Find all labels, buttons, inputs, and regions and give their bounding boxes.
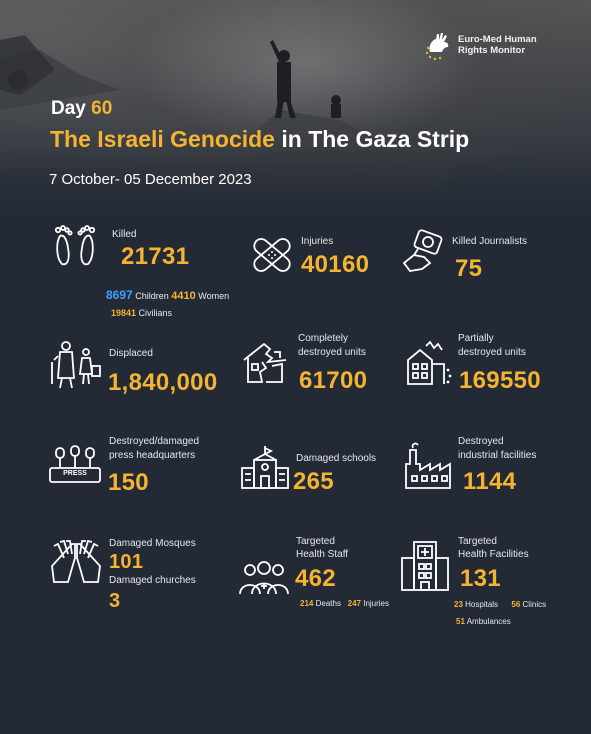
children-label: Children (135, 291, 169, 301)
health-staff-value: 462 (295, 565, 336, 592)
killed-breakdown-1: 8697 Children 4410 Women (106, 288, 229, 302)
day-label: Day (51, 98, 86, 119)
destroyed-units-label-1: Completely (298, 333, 349, 344)
hand-logo-icon (425, 33, 449, 60)
mosques-label: Damaged Mosques (109, 538, 196, 549)
killed-breakdown-2: 19841 Civilians (111, 308, 172, 318)
page-title: The Israeli Genocide in The Gaza Strip (50, 126, 469, 153)
industrial-label-1: Destroyed (458, 436, 504, 447)
mosques-value: 101 (109, 551, 144, 573)
staff-injuries-value: 247 (347, 599, 361, 608)
ambulances-label: Ambulances (466, 617, 511, 626)
clinics-label: Clinics (522, 600, 547, 609)
injuries-value: 40160 (301, 251, 370, 278)
destroyed-units-label-2: destroyed units (298, 347, 366, 358)
press-label-1: Destroyed/damaged (109, 436, 200, 447)
hospitals-label: Hospitals (465, 600, 499, 609)
health-facilities-breakdown-2: 51 Ambulances (456, 617, 511, 626)
women-value: 4410 (171, 290, 196, 302)
civilians-value: 19841 (111, 308, 137, 318)
camera-hand-icon (400, 227, 450, 275)
destroyed-house-icon (240, 338, 290, 388)
health-staff-label-2: Health Staff (296, 549, 349, 560)
ambulances-value: 51 (456, 617, 465, 626)
health-staff-label-1: Targeted (296, 536, 335, 547)
partial-units-label-2: destroyed units (458, 347, 526, 358)
hero-background (0, 0, 591, 260)
industrial-label-2: industrial facilities (458, 450, 537, 461)
damaged-building-icon (404, 340, 456, 390)
killed-value: 21731 (121, 243, 190, 270)
clinics-value: 56 (511, 600, 521, 609)
press-value: 150 (108, 469, 149, 496)
partial-units-value: 169550 (459, 367, 541, 394)
health-facilities-label-2: Health Facilities (458, 549, 529, 560)
women-label: Women (198, 291, 230, 301)
staff-deaths-label: Deaths (315, 599, 341, 608)
churches-value: 3 (109, 590, 121, 612)
day-counter: Day 60 (51, 98, 112, 120)
bandage-icon (247, 232, 297, 278)
partial-units-label-1: Partially (458, 333, 494, 344)
journalists-value: 75 (455, 255, 483, 282)
press-sign-text: PRESS (63, 470, 87, 477)
destroyed-units-value: 61700 (299, 367, 368, 394)
hospitals-value: 23 (454, 600, 463, 609)
factory-icon (402, 442, 454, 492)
title-highlight: The Israeli Genocide (50, 126, 275, 152)
industrial-value: 1144 (463, 468, 517, 495)
title-rest: in The Gaza Strip (281, 126, 470, 152)
staff-deaths-value: 214 (300, 599, 314, 608)
children-value: 8697 (106, 288, 133, 302)
displaced-value: 1,840,000 (108, 369, 218, 396)
schools-value: 265 (293, 468, 334, 495)
date-range: 7 October- 05 December 2023 (49, 171, 252, 188)
civilians-label: Civilians (138, 308, 173, 318)
health-facilities-breakdown-1: 23 Hospitals 56 Clinics (454, 600, 546, 609)
displaced-label: Displaced (109, 348, 153, 359)
displaced-family-icon (48, 338, 102, 390)
school-building-icon (240, 444, 290, 492)
footprints-icon (50, 222, 106, 270)
press-label-2: press headquarters (109, 450, 196, 461)
health-staff-icon (236, 560, 292, 596)
health-staff-breakdown: 214 Deaths 247 Injuries (300, 599, 389, 608)
churches-label: Damaged churches (109, 575, 196, 586)
org-name-line2: Rights Monitor (458, 45, 526, 56)
praying-hands-icon (48, 538, 104, 588)
org-logo: Euro-Med Human Rights Monitor (424, 30, 537, 60)
health-facilities-label-1: Targeted (458, 536, 497, 547)
injuries-label: Injuries (301, 236, 334, 247)
press-microphones-icon: PRESS (48, 444, 102, 490)
killed-label: Killed (112, 229, 137, 240)
staff-injuries-label: Injuries (363, 599, 390, 608)
journalists-label: Killed Journalists (452, 236, 528, 247)
rubble-scene-illustration (0, 35, 400, 150)
schools-label: Damaged schools (296, 453, 377, 464)
health-facilities-value: 131 (460, 565, 501, 592)
day-number: 60 (91, 98, 113, 119)
org-name-line1: Euro-Med Human (458, 34, 537, 45)
hospital-icon (400, 540, 450, 592)
